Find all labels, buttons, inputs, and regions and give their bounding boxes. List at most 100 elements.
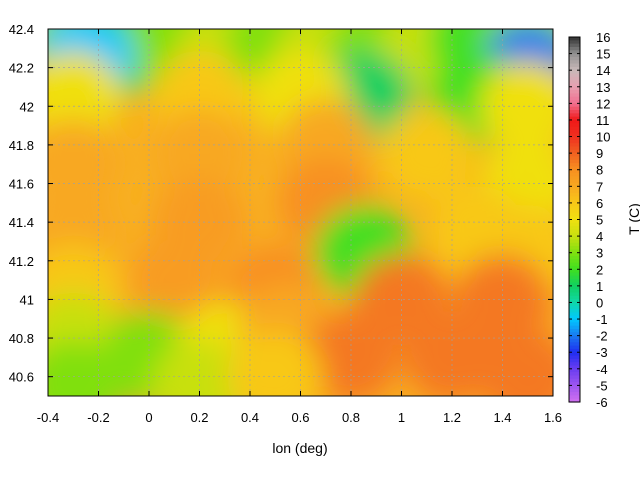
colorbar-segment [569,226,580,231]
colorbar-segment [569,239,580,244]
colorbar-segment [569,275,580,280]
colorbar-segment [569,289,580,294]
colorbar-segment [569,212,580,217]
y-tick-label: 41.6 [9,177,34,192]
colorbar-tick-label: 3 [596,246,603,261]
heatmap-field [48,29,553,396]
y-axis: 40.6 40.8 41 41.2 41.4 41.6 41.8 42 42.2 42.4 [9,22,553,385]
colorbar-segment [569,116,580,121]
colorbar-segment [569,216,580,221]
colorbar-segment [569,80,580,85]
x-tick-label: -0.4 [37,410,59,425]
colorbar-segment [569,173,580,177]
colorbar-segment [569,53,580,58]
colorbar-segment [569,285,580,290]
colorbar-segment [569,90,580,95]
colorbar-segment [569,262,580,267]
x-tick-label: 0.8 [342,410,360,425]
colorbar-segment [569,302,580,307]
colorbar-segment [569,56,580,61]
colorbar-tick-label: -5 [596,378,608,393]
temperature-cell [479,330,553,396]
temperature-cell [48,340,122,396]
colorbar-segment [569,183,580,187]
colorbar-segment [569,73,580,78]
colorbar-segment [569,126,580,131]
colorbar-segment [569,37,580,41]
temperature-cell [151,340,248,396]
y-tick-label: 41.2 [9,254,34,269]
x-tick-label: 0 [145,410,152,425]
y-tick-label: 42.4 [9,22,34,37]
colorbar-segment [569,50,580,55]
colorbar-segment [569,153,580,158]
colorbar-tick-label: 11 [596,113,610,128]
plot-area [47,28,554,397]
colorbar-tick-label: 9 [596,146,603,161]
y-tick-label: 41.4 [9,215,34,230]
colorbar-segment [569,365,580,370]
x-tick-label: 0.6 [291,410,309,425]
colorbar-segment [569,76,580,81]
colorbar-segment [569,169,580,174]
colorbar-segment [569,242,580,247]
colorbar-segment [569,46,580,51]
colorbar-segment [569,93,580,98]
colorbar-segment [569,86,580,91]
temperature-cell [126,234,223,326]
colorbar-label: T (C) [626,203,640,235]
colorbar-tick-label: 10 [596,130,610,145]
colorbar-segment [569,43,580,48]
colorbar-segment [569,322,580,327]
colorbar-segment [569,123,580,128]
colorbar-segment [569,66,580,71]
colorbar-segment [569,60,580,65]
colorbar-segment [569,368,580,373]
colorbar-segment [569,335,580,340]
colorbar-segment [569,252,580,257]
colorbar-segment [569,382,580,387]
colorbar-segment [569,136,580,141]
colorbar-segment [569,342,580,347]
colorbar-segment [569,40,580,45]
colorbar-segment [569,388,580,393]
y-tick-label: 40.6 [9,370,34,385]
x-axis-label: lon (deg) [272,440,327,456]
colorbar-tick-label: -2 [596,329,608,344]
y-tick-label: 41.8 [9,138,34,153]
colorbar-tick-label: 16 [596,30,610,45]
colorbar-tick-label: 14 [596,63,610,78]
colorbar-segment [569,319,580,323]
x-axis: -0.4 -0.2 0 0.2 0.4 0.6 0.8 1 1.2 1.4 1.6 [37,29,562,425]
colorbar-segment [569,279,580,284]
colorbar-segment [569,375,580,380]
colorbar-segment [569,348,580,353]
colorbar-segment [569,143,580,148]
colorbar-tick-label: 4 [596,229,603,244]
colorbar-segment [569,378,580,383]
colorbar-segment [569,179,580,184]
colorbar-segment [569,295,580,300]
colorbar-segment [569,146,580,151]
colorbar-segment [569,332,580,337]
colorbar-segment [569,196,580,201]
colorbar-segment [569,392,580,396]
colorbar-segment [569,305,580,310]
grid-lines [48,29,553,396]
colorbar-segment [569,355,580,360]
colorbar-segment [569,362,580,367]
colorbar-tick-label: 2 [596,262,603,277]
colorbar-segment [569,229,580,234]
colorbar-tick-label: 6 [596,196,603,211]
colorbar-segment [569,352,580,357]
colorbar-segment [569,236,580,241]
colorbar-segment [569,106,580,111]
colorbar-tick-label: 12 [596,96,610,111]
colorbar-segment [569,256,580,260]
colorbar-segment [569,312,580,317]
colorbar-segment [569,222,580,227]
colorbar-tick-label: -6 [596,395,608,410]
x-tick-label: 0.4 [241,410,259,425]
colorbar-segment [569,269,580,274]
